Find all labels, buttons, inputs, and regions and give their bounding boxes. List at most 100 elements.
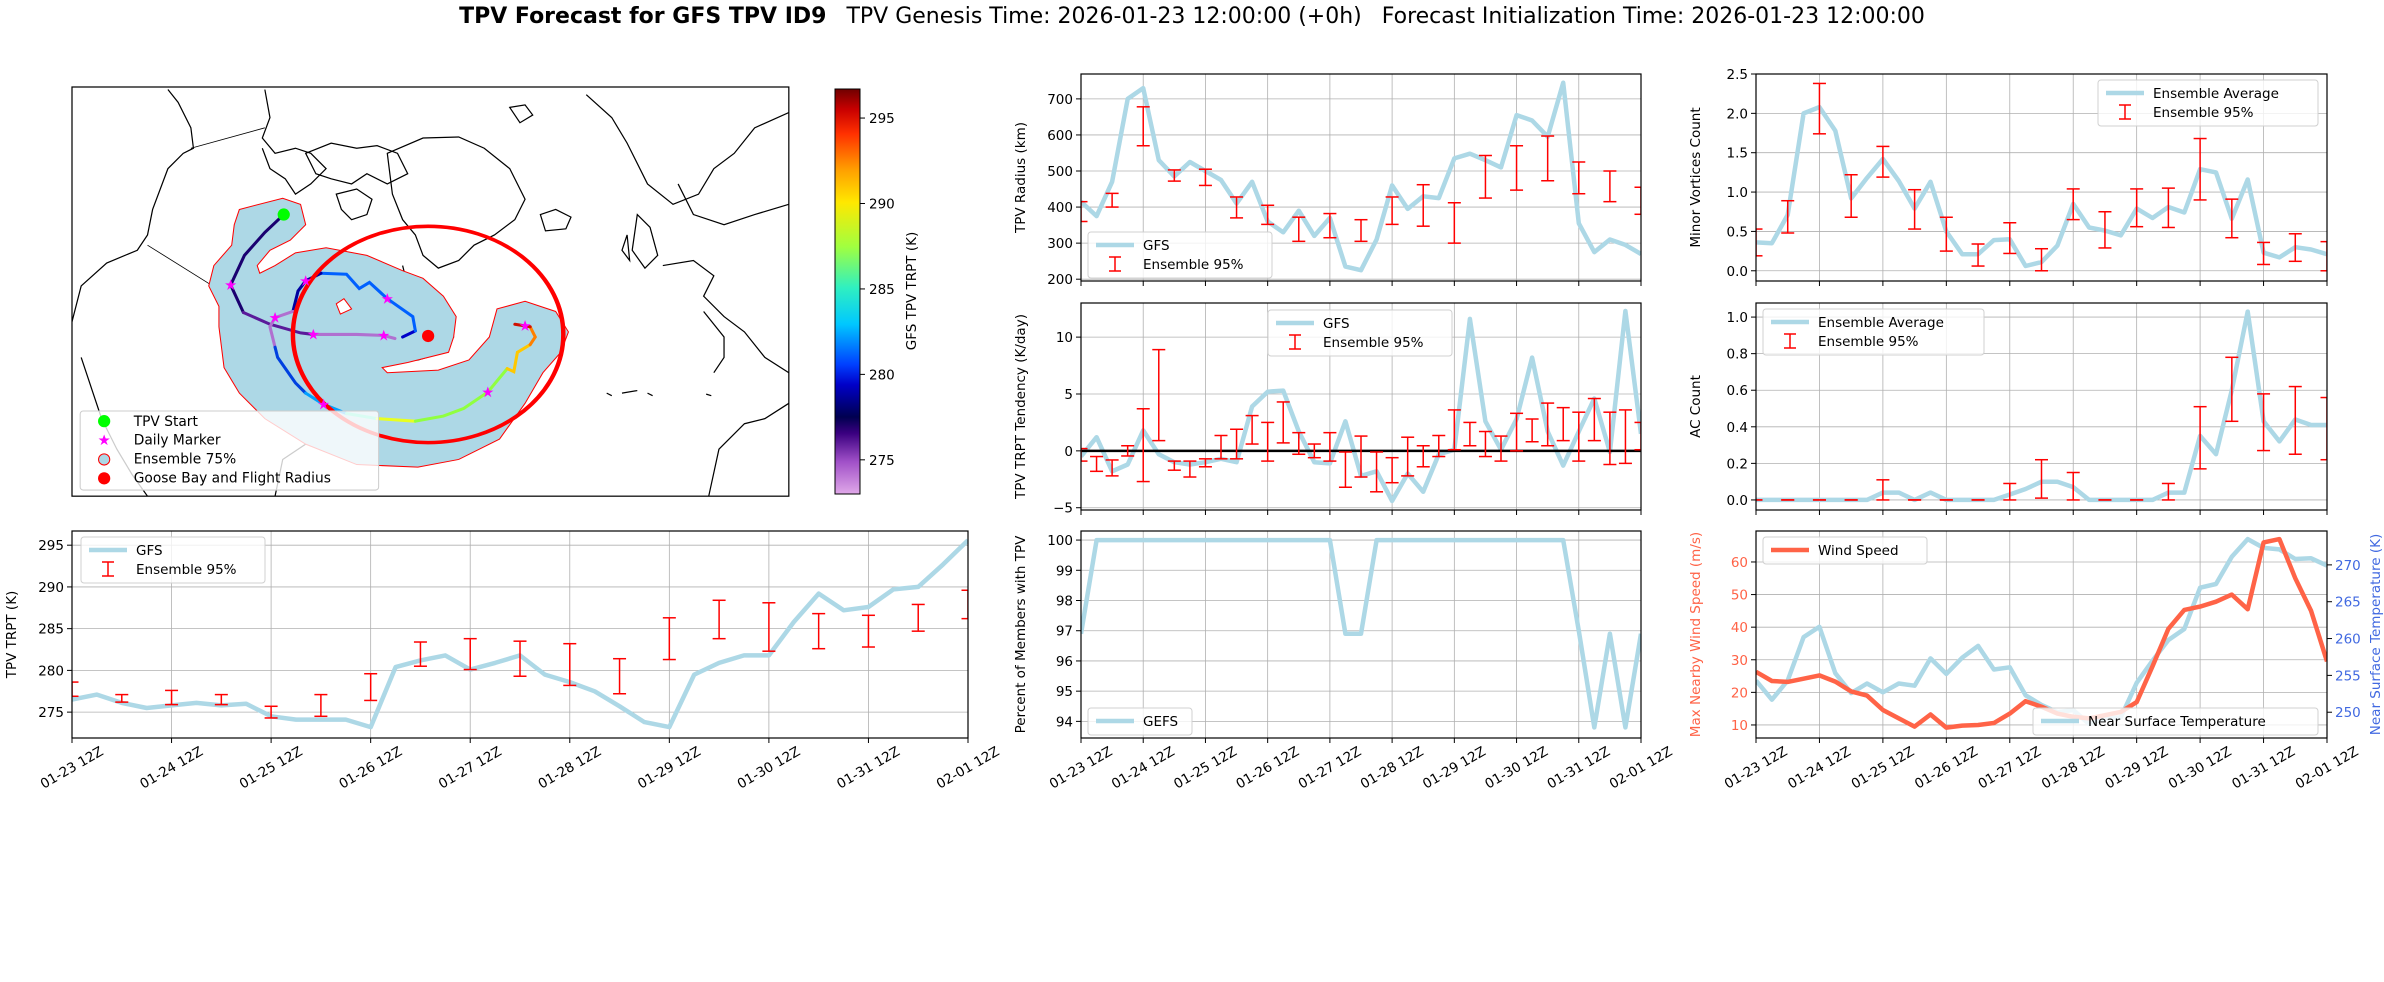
panel-wind: 10 20 30 40 50 60 Max Nearby Wind Speed (m/s) 2…	[1688, 530, 2384, 793]
x-tick-label: 01-30 12Z	[735, 744, 804, 793]
errorbar	[1261, 421, 1275, 462]
legend-label: GFS	[136, 543, 163, 559]
y-tick-label: 96	[1056, 654, 1073, 670]
errorbar	[1261, 204, 1275, 226]
legend-label: Ensemble Average	[1818, 315, 1944, 331]
legend-box	[1087, 707, 1193, 736]
legend-box	[1762, 536, 1928, 565]
y-axis-label: TPV Radius (km)	[1013, 122, 1029, 234]
errorbar	[1432, 434, 1446, 458]
x-tick-label: 01-29 12Z	[1420, 744, 1489, 793]
plot-area	[1081, 537, 1641, 730]
errorbar	[1416, 444, 1430, 468]
errorbar	[613, 657, 627, 695]
errorbar	[1121, 444, 1135, 457]
x-tick-label: 01-25 12Z	[1849, 744, 1918, 793]
legend-label: Ensemble 95%	[136, 562, 237, 578]
panel-minor: 0.0 0.5 1.0 1.5 2.0 2.5 Minor Vortices Count En…	[1688, 67, 2328, 286]
y-tick-label-right: 260	[2335, 632, 2361, 648]
colorbar-label: GFS TPV TRPT (K)	[904, 232, 920, 350]
y-tick-label: 300	[1047, 236, 1073, 252]
errorbar	[1494, 435, 1508, 462]
errorbar	[911, 603, 925, 632]
legend-label: Near Surface Temperature	[2088, 714, 2266, 730]
series-line-gefs	[1081, 537, 1641, 730]
y-tick-label: 10	[1731, 718, 1748, 734]
errorbar	[1756, 228, 1763, 257]
daily-marker	[519, 320, 531, 331]
errorbar	[1323, 431, 1337, 462]
legend-trpt: GFS Ensemble 95%	[80, 536, 266, 584]
axes-frame	[1755, 302, 2328, 511]
daily-marker	[300, 275, 312, 286]
errorbar	[2003, 222, 2017, 255]
errorbar	[1618, 409, 1632, 465]
x-tick-label: 01-27 12Z	[1975, 744, 2044, 793]
errorbar	[1844, 173, 1858, 218]
errorbar	[1908, 188, 1922, 230]
errorbar	[1370, 451, 1384, 493]
map-frame	[71, 86, 790, 497]
errorbar	[1245, 414, 1259, 445]
errorbar	[1876, 479, 1890, 501]
x-tick-label: 02-01 12Z	[1607, 744, 1676, 793]
x-tick-label: 01-30 12Z	[2166, 744, 2235, 793]
errorbar	[1323, 212, 1337, 239]
errorbar	[1416, 183, 1430, 227]
y-axis-label: Max Nearby Wind Speed (m/s)	[1688, 532, 1704, 737]
legend-tpv-start: TPV Start	[133, 414, 199, 430]
daily-marker	[482, 386, 494, 398]
errorbar	[2130, 188, 2144, 228]
errorbar	[1354, 218, 1368, 243]
y-tick-label: 95	[1056, 684, 1073, 700]
y-tick-label: 100	[1047, 533, 1073, 549]
legend-errorbar-icon	[1289, 334, 1301, 350]
errorbar	[1167, 460, 1181, 471]
errorbar	[1214, 434, 1228, 460]
legend-errorbar-icon	[102, 561, 114, 577]
x-tick-label: 01-31 12Z	[1544, 744, 1613, 793]
y-tick-label-right: 270	[2335, 558, 2361, 574]
axes-frame	[1080, 302, 1642, 511]
errorbar	[115, 693, 129, 703]
errorbar	[2257, 241, 2271, 266]
errorbar	[1401, 436, 1415, 477]
errorbar	[662, 617, 676, 661]
errorbar	[1447, 409, 1461, 451]
y-tick-label: 20	[1731, 685, 1748, 701]
y-tick-label: 0.5	[1727, 224, 1748, 240]
legend-label: Ensemble 95%	[1818, 334, 1919, 350]
errorbar	[2066, 188, 2080, 221]
errorbar	[1541, 135, 1555, 182]
plot-area	[1081, 80, 1641, 273]
daily-marker	[378, 329, 390, 341]
legend-box	[2032, 707, 2319, 736]
errorbar	[1463, 421, 1477, 447]
y-tick-label-right: 265	[2335, 595, 2361, 611]
errorbar	[1183, 460, 1197, 478]
errorbar	[1634, 186, 1641, 216]
x-tick-label: 01-25 12Z	[1171, 744, 1240, 793]
errorbar	[1510, 412, 1524, 452]
y-tick-label: 5	[1064, 387, 1073, 403]
y-tick-label: 700	[1047, 92, 1073, 108]
x-tick-label: 01-31 12Z	[2229, 744, 2298, 793]
x-tick-label: 01-27 12Z	[1296, 744, 1365, 793]
legend-errorbar-icon	[1109, 256, 1121, 272]
errorbar	[2288, 233, 2302, 263]
legend-errorbar-icon	[1784, 333, 1796, 349]
daily-marker-legend-icon	[98, 434, 110, 446]
errorbar	[1510, 145, 1524, 191]
errorbar	[1447, 201, 1461, 244]
series-line-near-surface-temperature	[1756, 536, 2327, 727]
errorbar	[2066, 471, 2080, 501]
errorbar	[1292, 216, 1306, 243]
title-main: TPV Forecast for GFS TPV ID9	[459, 4, 827, 29]
y-tick-label: 200	[1047, 272, 1073, 288]
y-axis-label: Percent of Members with TPV	[1013, 535, 1029, 734]
errorbar	[2098, 210, 2112, 249]
x-tick-label: 01-29 12Z	[2102, 744, 2171, 793]
axes-frame	[1080, 73, 1642, 282]
errorbar	[2161, 482, 2175, 501]
y-tick-label: 500	[1047, 164, 1073, 180]
